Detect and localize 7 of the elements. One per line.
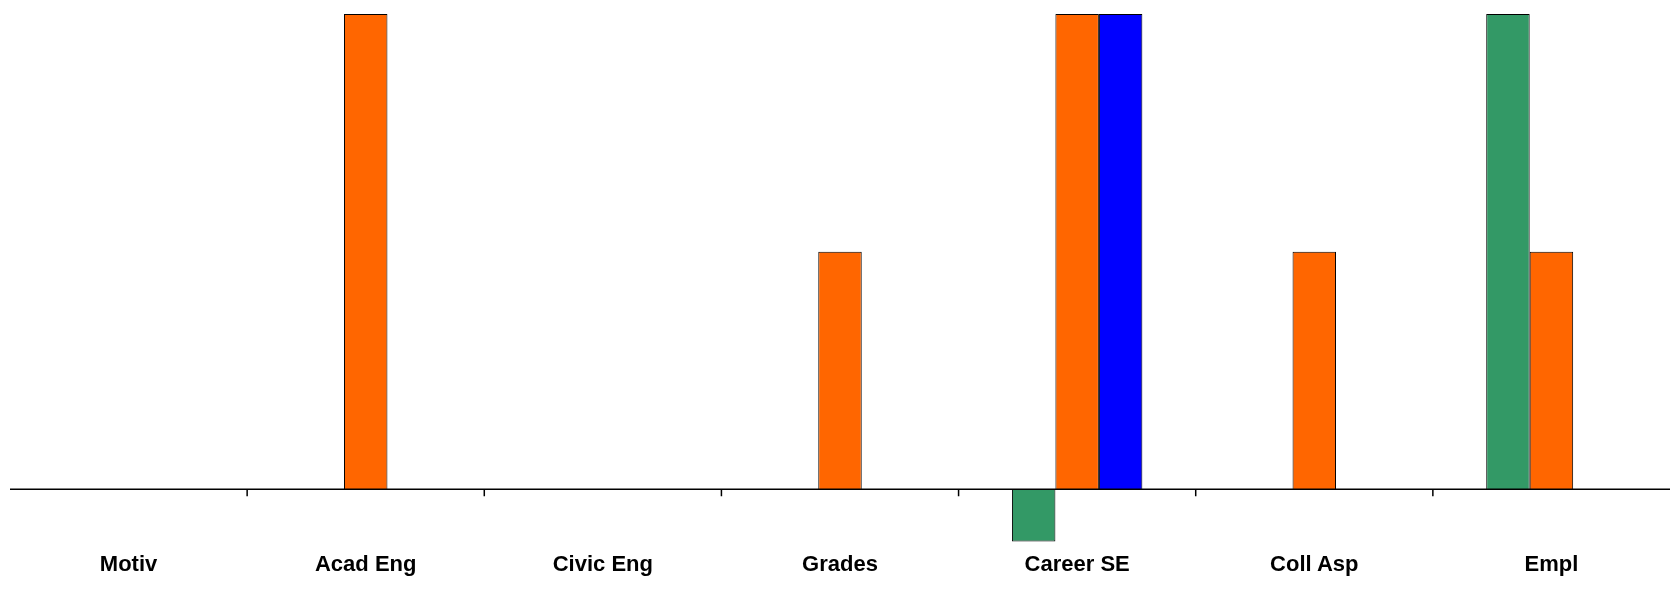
x-tick-label: Coll Asp (1270, 550, 1359, 576)
x-tick-label: Empl (1524, 550, 1579, 576)
x-tick-label: Civic Eng (552, 550, 653, 576)
x-tick-label: Acad Eng (314, 550, 417, 576)
x-tick-label: Career SE (1024, 550, 1130, 576)
x-tick-label: Grades (802, 550, 878, 576)
x-tick-label: Motiv (99, 550, 159, 576)
